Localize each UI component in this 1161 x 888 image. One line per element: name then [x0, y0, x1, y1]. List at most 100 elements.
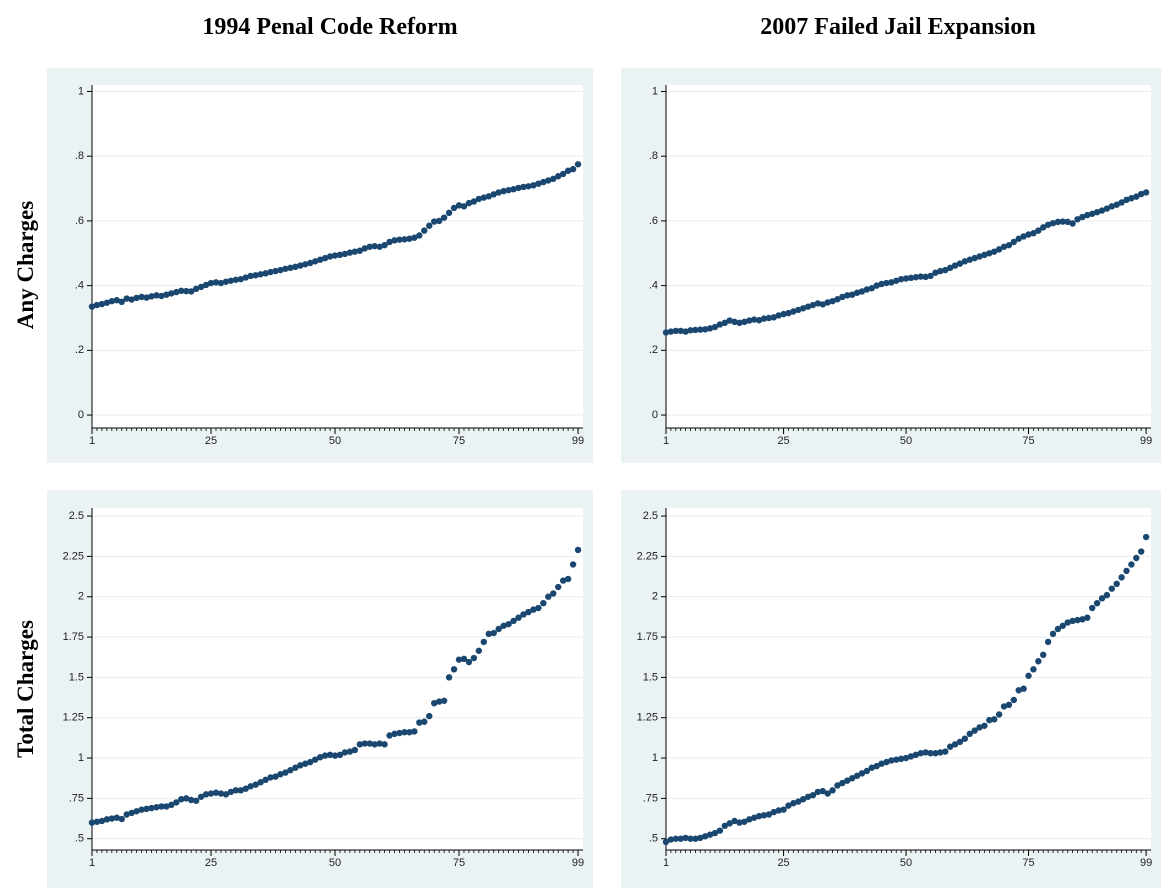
point: [386, 732, 393, 739]
point: [966, 256, 973, 263]
point: [1142, 189, 1150, 196]
point: [545, 593, 552, 600]
point: [667, 836, 675, 843]
y-tick-label: 1.25: [637, 712, 658, 724]
point: [741, 318, 748, 326]
point: [555, 583, 562, 591]
point: [445, 209, 453, 217]
x-tick-label: 1: [663, 435, 669, 447]
point: [946, 264, 954, 272]
point: [574, 161, 582, 168]
point: [525, 183, 532, 190]
point: [682, 834, 689, 842]
point: [731, 817, 738, 825]
point: [682, 328, 689, 335]
point: [197, 793, 205, 800]
point: [540, 599, 547, 607]
point: [1118, 574, 1125, 581]
point: [118, 815, 125, 823]
point: [455, 202, 463, 209]
point: [297, 762, 304, 769]
point: [927, 272, 934, 280]
point: [883, 279, 890, 287]
point: [863, 767, 871, 775]
point: [888, 757, 895, 764]
point: [1098, 207, 1106, 214]
point: [163, 803, 170, 810]
point: [1103, 591, 1111, 599]
point: [804, 793, 812, 800]
point: [1108, 203, 1116, 210]
point: [790, 308, 797, 315]
point: [316, 754, 324, 761]
point: [178, 795, 185, 803]
point: [341, 749, 349, 756]
point: [371, 741, 378, 748]
point: [460, 655, 468, 663]
point: [986, 250, 993, 257]
point: [311, 258, 319, 265]
point: [942, 266, 949, 274]
point: [530, 182, 537, 189]
point: [406, 235, 413, 242]
plot-area: [92, 508, 583, 850]
y-tick-label: 1: [652, 85, 658, 97]
point: [1015, 235, 1022, 242]
point: [1103, 205, 1111, 212]
point: [138, 806, 145, 813]
point: [1035, 658, 1042, 665]
point: [470, 654, 478, 662]
point: [386, 238, 393, 246]
point: [760, 812, 768, 819]
point: [1093, 208, 1101, 216]
point: [411, 234, 418, 241]
point: [307, 758, 314, 766]
point: [662, 838, 670, 846]
point: [88, 303, 96, 310]
point: [232, 276, 240, 283]
point: [932, 269, 939, 276]
point: [1010, 238, 1018, 246]
point: [272, 773, 279, 780]
y-tick-label: .75: [643, 792, 658, 804]
panel: 0 .2 .4 .6 .8 1 1 25 50 75 99: [621, 68, 1161, 463]
point: [770, 314, 777, 321]
point: [1128, 561, 1135, 568]
point: [1015, 687, 1022, 694]
point: [1059, 622, 1067, 629]
point: [824, 299, 831, 306]
point: [535, 604, 542, 612]
point: [108, 297, 116, 305]
point: [834, 782, 841, 789]
point: [401, 729, 408, 736]
point: [991, 248, 998, 255]
point: [302, 261, 309, 268]
point: [711, 323, 719, 331]
point: [795, 798, 802, 805]
point: [530, 606, 537, 613]
point: [252, 781, 259, 788]
point: [711, 829, 719, 837]
point: [277, 770, 284, 778]
point: [829, 297, 836, 305]
point: [257, 779, 264, 786]
point: [321, 752, 329, 759]
x-tick-label: 75: [453, 435, 465, 447]
point: [765, 314, 773, 322]
point: [282, 265, 289, 272]
point: [515, 184, 522, 192]
point: [93, 301, 101, 309]
point: [1069, 220, 1076, 227]
point: [168, 290, 175, 297]
point: [956, 738, 964, 746]
point: [257, 271, 264, 278]
point: [113, 814, 120, 821]
point: [917, 273, 924, 280]
point: [212, 789, 220, 796]
point: [1030, 666, 1037, 673]
point: [893, 756, 900, 763]
point: [1089, 210, 1096, 217]
point: [311, 756, 319, 763]
point: [780, 310, 787, 318]
point: [495, 625, 502, 633]
